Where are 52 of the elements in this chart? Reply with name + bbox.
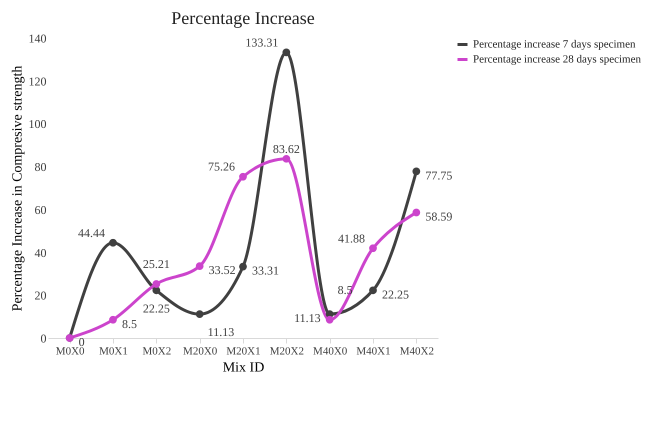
data-label: 8.5 [122, 316, 137, 331]
data-label: 83.62 [272, 142, 300, 156]
point [239, 262, 247, 270]
x-tick-label: M0X1 [99, 346, 128, 358]
y-tick-label: 140 [28, 32, 46, 46]
point [196, 310, 204, 318]
y-tick-label: 60 [34, 202, 46, 217]
data-label: 44.44 [78, 226, 105, 240]
point [369, 286, 377, 294]
x-tick-label: M40X2 [400, 346, 434, 358]
point [152, 286, 160, 294]
y-tick-label: 100 [28, 117, 46, 132]
point [369, 244, 377, 252]
data-label: 22.25 [142, 301, 170, 316]
data-label: 33.52 [208, 263, 236, 278]
data-label: 33.31 [252, 264, 279, 278]
point [412, 168, 420, 176]
y-tick-label: 40 [34, 246, 46, 260]
data-label: 11.13 [208, 325, 234, 340]
legend-label: Percentage increase 7 days specimen [473, 38, 636, 50]
x-tick-label: M0X0 [56, 346, 86, 358]
data-label: 22.25 [382, 287, 409, 302]
y-tick-label: 0 [40, 332, 46, 346]
point [109, 316, 117, 324]
x-tick-label: M20X2 [270, 346, 304, 358]
y-tick-label: 80 [34, 160, 46, 174]
point [239, 172, 247, 181]
data-label: 41.88 [338, 231, 365, 246]
point [196, 262, 204, 270]
chart-title: Percentage Increase [171, 8, 315, 28]
point [109, 238, 117, 247]
point [282, 48, 290, 56]
point [282, 154, 290, 163]
legend-label: Percentage increase 28 days specimen [473, 54, 642, 66]
data-label: 58.59 [425, 209, 452, 224]
x-tick-label: M20X1 [226, 346, 261, 358]
point [412, 208, 420, 216]
y-axis-title: Percentage Increase in Compresive strength [10, 66, 26, 312]
x-tick-label: M40X0 [313, 346, 348, 358]
x-tick-label: M40X1 [356, 346, 391, 358]
data-label: 133.31 [245, 35, 278, 50]
y-tick-label: 120 [28, 74, 46, 88]
y-tick-label: 20 [34, 288, 46, 303]
data-label: 75.26 [208, 160, 235, 174]
point [326, 316, 334, 324]
x-tick-label: M0X2 [142, 346, 172, 358]
data-label: 77.75 [425, 168, 452, 182]
data-label: 25.21 [142, 256, 170, 271]
data-label: 11.13 [294, 311, 321, 326]
x-tick-label: M20X0 [183, 346, 218, 358]
point [152, 280, 160, 288]
x-axis-title: Mix ID [222, 360, 264, 376]
